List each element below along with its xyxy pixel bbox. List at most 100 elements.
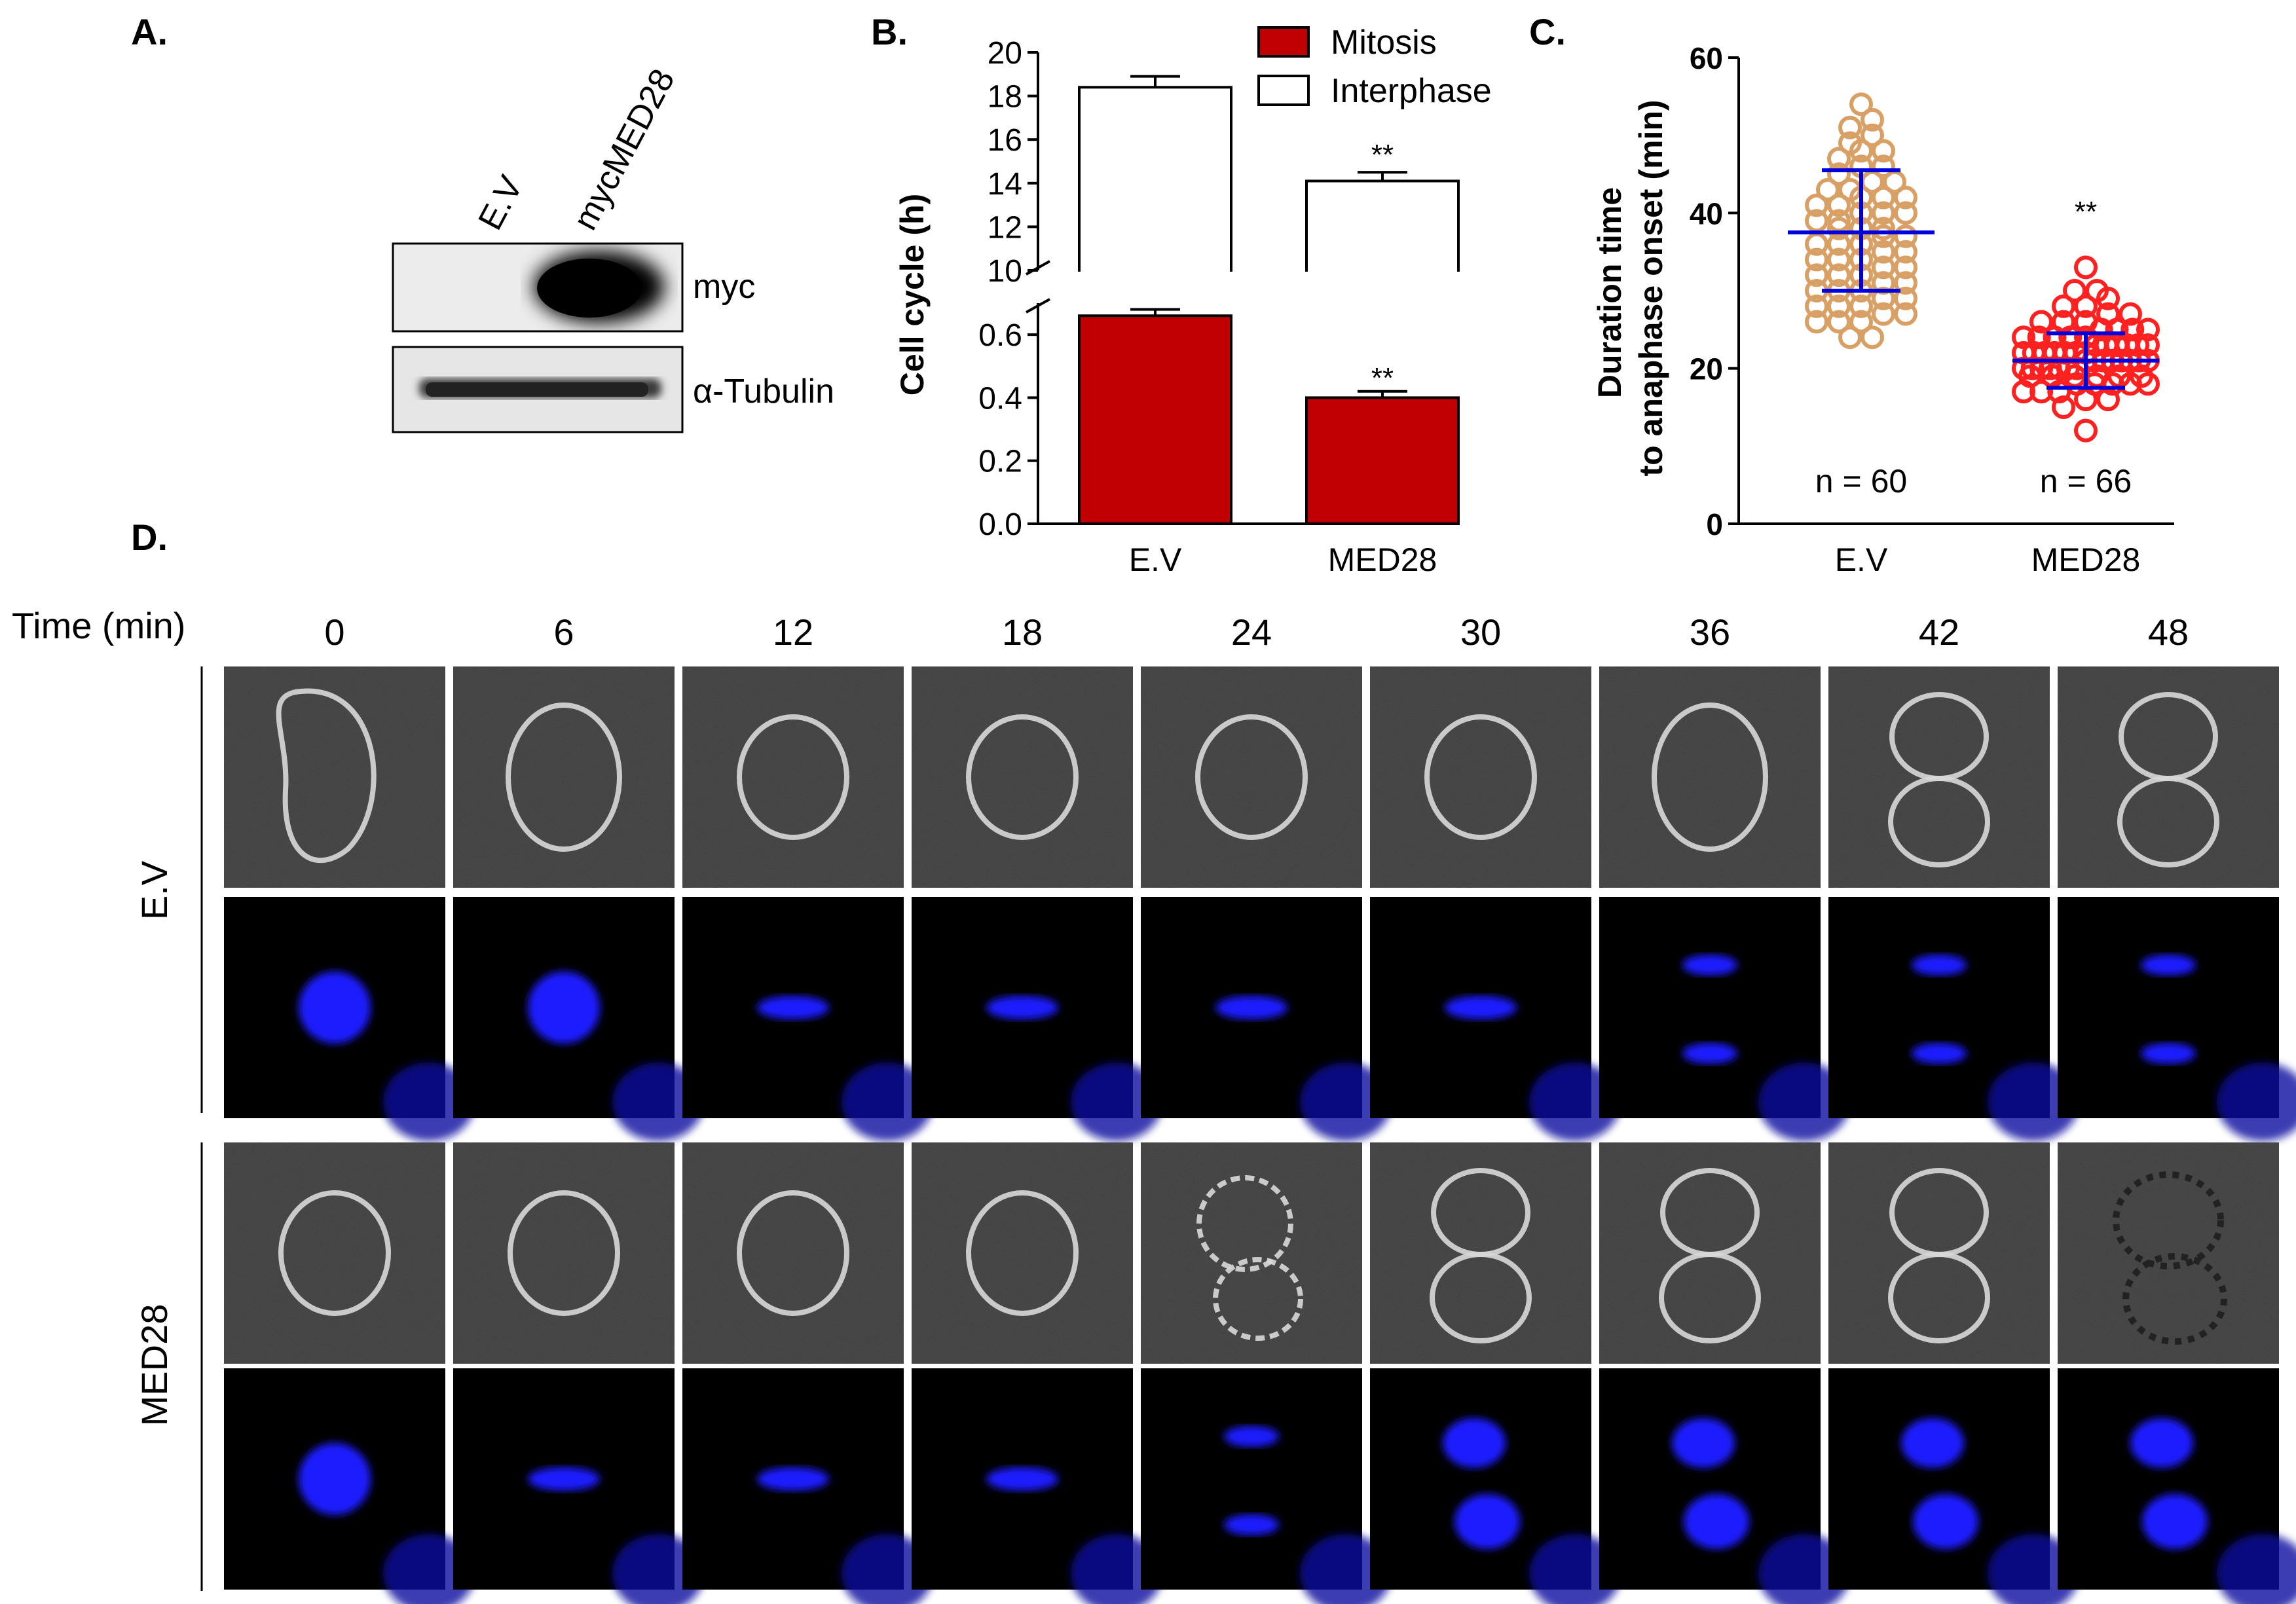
panel-b-ylabel: Cell cycle (h) <box>894 194 931 395</box>
data-point <box>1872 240 1895 264</box>
bar-break-gap <box>1305 272 1460 302</box>
legend-swatch <box>1257 75 1310 106</box>
legend-label: Interphase <box>1331 72 1492 110</box>
timepoint-label: 30 <box>1460 611 1501 653</box>
panel-d-letter: D. <box>131 517 168 558</box>
data-point <box>2052 395 2075 419</box>
significance-marker: ** <box>1371 139 1394 171</box>
data-point <box>2052 294 2075 318</box>
lane-label-mycmed28: mycMED28 <box>566 63 682 236</box>
data-point <box>2119 302 2142 326</box>
data-point <box>1861 107 1884 132</box>
data-point <box>1805 294 1828 318</box>
data-point <box>1838 115 1862 139</box>
data-point <box>1838 325 1862 350</box>
data-point <box>1805 247 1828 272</box>
dna-image-med28 <box>1599 1368 1850 1604</box>
timepoint-label: 36 <box>1690 611 1730 653</box>
dna-image-ev <box>1141 897 1392 1141</box>
phase-image-ev <box>1599 666 1821 888</box>
x-tick-label: E.V <box>1129 541 1182 578</box>
data-point <box>2126 333 2150 357</box>
dna-image-med28 <box>1828 1368 2079 1604</box>
phase-image-ev <box>453 666 675 888</box>
blot-tubulin <box>392 346 684 433</box>
data-point <box>1894 286 1917 310</box>
dna-image-ev <box>1599 897 1850 1141</box>
data-point <box>1849 310 1873 334</box>
significance-marker: ** <box>2075 196 2097 228</box>
data-point <box>2136 318 2160 342</box>
y-tick-label: 0.4 <box>978 381 1022 416</box>
bar-interphase <box>1078 86 1232 274</box>
data-point <box>2074 418 2098 443</box>
data-point <box>1805 263 1828 287</box>
dna-image-ev <box>1828 897 2079 1141</box>
panel-b-letter: B. <box>871 11 908 52</box>
timepoint-labels: 0 6 12 18 24 30 36 42 48 <box>324 611 2189 653</box>
axis-break-mark <box>1026 260 1050 276</box>
data-point <box>1894 224 1917 248</box>
bar-break-gap <box>1077 272 1233 302</box>
n-label: n = 66 <box>2040 463 2132 500</box>
y-tick-label: 20 <box>1690 352 1723 386</box>
data-point <box>1827 310 1851 334</box>
data-point <box>1827 294 1851 318</box>
timepoint-label: 6 <box>553 611 574 653</box>
legend-swatch <box>1257 26 1310 58</box>
blot-myc <box>392 242 684 333</box>
y-tick-label: 0 <box>1706 507 1723 541</box>
phase-image-ev <box>2058 666 2279 888</box>
data-point <box>1849 92 1873 117</box>
cell-cycle-chart: 0.0 0.2 0.4 0.6 10 12 14 16 18 20 E.V MED28 ** ** Mito… <box>978 24 1491 578</box>
phase-image-med28 <box>682 1142 904 1364</box>
data-point <box>1872 185 1895 210</box>
data-point <box>2027 325 2051 350</box>
phase-image-med28 <box>1141 1142 1362 1364</box>
time-header: Time (min) <box>12 605 185 646</box>
y-tick-label: 40 <box>1690 196 1723 230</box>
duration-scatter-chart: 0 20 40 60 n = 60 E.V n = 66 MED28 ** <box>1690 41 2174 578</box>
phase-image-ev <box>912 666 1133 888</box>
data-point <box>1872 302 1895 326</box>
y-tick-label: 16 <box>988 123 1022 158</box>
data-point <box>2120 318 2145 342</box>
panel-c-ylabel-line1: Duration time <box>1591 187 1628 398</box>
axis-break-mark <box>1026 298 1050 314</box>
dna-image-med28 <box>682 1368 933 1604</box>
dna-image-ev <box>912 897 1162 1141</box>
data-point <box>1894 271 1917 295</box>
dna-image-ev <box>682 897 933 1141</box>
phase-image-med28 <box>1599 1142 1821 1364</box>
phase-image-med28 <box>2058 1142 2279 1364</box>
bar-interphase <box>1305 179 1460 274</box>
phase-image-med28 <box>224 1142 445 1364</box>
data-point <box>1872 255 1895 280</box>
panel-c-ylabel-line2: to anaphase onset (min) <box>1633 100 1669 476</box>
dna-image-ev <box>2058 897 2296 1141</box>
data-point <box>2096 302 2120 326</box>
x-tick-label: MED28 <box>1328 541 1437 578</box>
panel-b: B. Cell cycle (h) 0.0 0.2 0.4 0.6 10 12 14 16 18… <box>871 11 1492 578</box>
panel-c-letter: C. <box>1529 11 1566 52</box>
microscopy-grid <box>224 666 2296 1604</box>
bar-mitosis <box>1078 314 1232 525</box>
data-point <box>2012 325 2035 350</box>
blot-label-myc: myc <box>693 268 755 306</box>
y-tick-label: 0.6 <box>978 318 1022 353</box>
phase-image-med28 <box>912 1142 1133 1364</box>
data-point <box>1894 201 1917 225</box>
dna-image-med28 <box>2058 1368 2296 1604</box>
significance-marker: ** <box>1371 362 1394 394</box>
dna-image-ev <box>224 897 475 1141</box>
data-point <box>2136 333 2160 357</box>
y-tick-label: 60 <box>1690 41 1723 75</box>
data-point <box>1872 155 1895 179</box>
dna-image-ev <box>1370 897 1621 1141</box>
data-point <box>1872 271 1895 295</box>
dna-image-ev <box>453 897 704 1141</box>
timepoint-label: 24 <box>1231 611 1272 653</box>
panel-a: A. E.V mycMED28 myc α-Tubulin <box>131 11 834 433</box>
data-point <box>1872 139 1895 163</box>
y-tick-label: 0.2 <box>978 445 1022 479</box>
